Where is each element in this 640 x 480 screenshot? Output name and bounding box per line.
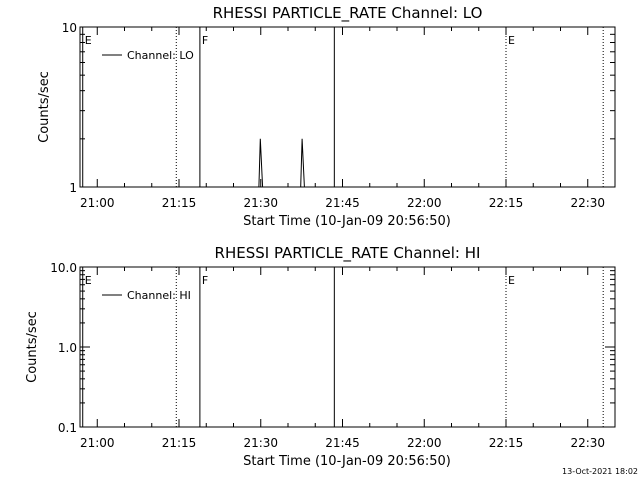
event-marker-label: E xyxy=(85,34,92,47)
chart-panel-lo: RHESSI PARTICLE_RATE Channel: LO Counts/s… xyxy=(37,4,616,229)
x-tick-label: 21:15 xyxy=(162,196,197,210)
series-line xyxy=(258,138,264,188)
x-tick-label: 22:00 xyxy=(407,196,442,210)
x-axis-title: Start Time (10-Jan-09 20:56:50) xyxy=(243,454,451,469)
chart-panel-hi: RHESSI PARTICLE_RATE Channel: HI Counts/s… xyxy=(25,244,616,469)
event-marker-label: E xyxy=(85,274,92,287)
chart-title: RHESSI PARTICLE_RATE Channel: HI xyxy=(215,244,481,263)
legend-label: Channel: LO xyxy=(127,49,194,62)
y-tick-label: 1 xyxy=(69,181,77,195)
x-tick-label: 22:00 xyxy=(407,436,442,450)
y-tick-label: 1.0 xyxy=(58,341,77,355)
event-marker-label: E xyxy=(508,274,515,287)
x-tick-label: 22:15 xyxy=(489,196,524,210)
legend-label: Channel: HI xyxy=(127,289,191,302)
x-tick-label: 22:15 xyxy=(489,436,524,450)
x-tick-label: 21:00 xyxy=(80,196,115,210)
x-tick-label: 21:30 xyxy=(243,196,278,210)
x-axis-title: Start Time (10-Jan-09 20:56:50) xyxy=(243,214,451,229)
x-tick-label: 21:00 xyxy=(80,436,115,450)
event-marker-label: E xyxy=(508,34,515,47)
event-marker-label: F xyxy=(202,34,208,47)
footer-timestamp: 13-Oct-2021 18:02 xyxy=(562,467,638,476)
x-tick-label: 21:45 xyxy=(325,196,360,210)
x-tick-label: 22:30 xyxy=(570,196,605,210)
y-axis-title: Counts/sec xyxy=(25,311,40,383)
chart-title: RHESSI PARTICLE_RATE Channel: LO xyxy=(213,4,483,23)
y-tick-label: 10 xyxy=(62,21,77,35)
x-tick-label: 21:30 xyxy=(243,436,278,450)
y-tick-label: 10.0 xyxy=(50,261,77,275)
x-tick-label: 21:45 xyxy=(325,436,360,450)
series-line xyxy=(300,138,305,188)
x-tick-label: 21:15 xyxy=(162,436,197,450)
y-axis-title: Counts/sec xyxy=(37,71,52,143)
plot-frame xyxy=(79,26,616,188)
y-tick-label: 0.1 xyxy=(58,421,77,435)
x-tick-label: 22:30 xyxy=(570,436,605,450)
event-marker-label: F xyxy=(202,274,208,287)
